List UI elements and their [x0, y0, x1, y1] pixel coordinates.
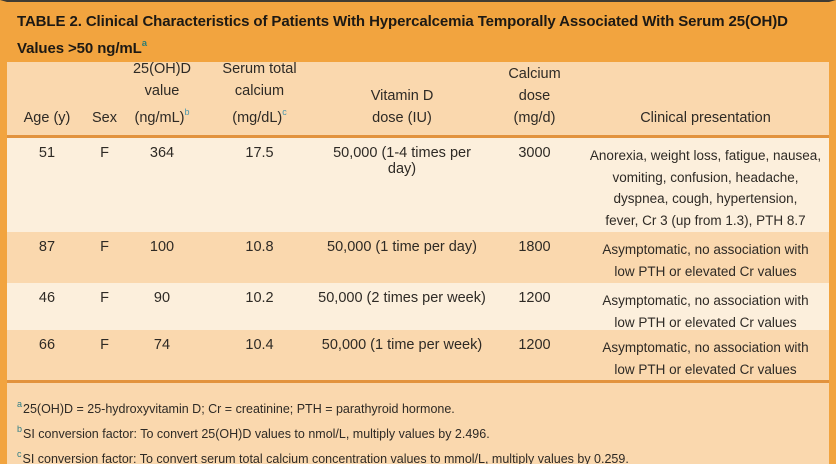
cell-vitamin-d-dose: 50,000 (1 time per day)	[327, 239, 477, 255]
cell-clinical-presentation: Asymptomatic, no association with low PT…	[582, 239, 829, 283]
header-dvalue-line3: (ng/mL)b	[122, 102, 202, 129]
footnote-b-text: SI conversion factor: To convert 25(OH)D…	[23, 427, 490, 442]
table-title-band: TABLE 2. Clinical Characteristics of Pat…	[7, 2, 829, 62]
footnote-c-text: SI conversion factor: To convert serum t…	[22, 452, 629, 464]
cell-calcium-dose: 3000	[518, 145, 551, 161]
cell-25ohd-value: 74	[153, 337, 171, 353]
presentation-line: Asymptomatic, no association with	[602, 293, 809, 308]
header-age-label: Age (y)	[23, 110, 71, 126]
header-serum-footnote-marker: c	[282, 107, 287, 118]
presentation-line: vomiting, confusion, headache,	[612, 169, 799, 185]
header-presentation-label: Clinical presentation	[640, 110, 771, 126]
footnote-b: bSI conversion factor: To convert 25(OH)…	[17, 420, 819, 445]
cell-clinical-presentation: Asymptomatic, no association with low PT…	[582, 290, 829, 330]
cell-age: 66	[38, 337, 56, 353]
table-row-patient-2: 87 F 100 10.8 50,000 (1 time per day) 18…	[7, 232, 829, 283]
cell-clinical-presentation: Anorexia, weight loss, fatigue, nausea, …	[582, 145, 829, 232]
header-dvalue-line1: 25(OH)D	[132, 61, 191, 78]
header-dvalue-unit: (ng/mL)	[134, 110, 185, 126]
cell-vitamin-d-dose: 50,000 (2 times per week)	[318, 290, 486, 306]
column-header-serum-calcium: Serum total calcium (mg/dL)c	[202, 58, 317, 129]
table-header-row: Age (y) Sex 25(OH)D value (ng/mL)b Serum…	[7, 61, 829, 138]
cell-25ohd-value: 100	[149, 239, 175, 255]
header-serum-line2: calcium	[234, 83, 285, 100]
header-dvalue-footnote-marker: b	[184, 107, 190, 118]
cell-calcium-dose: 1200	[518, 337, 551, 353]
cell-sex: F	[100, 290, 109, 306]
header-sex-label: Sex	[92, 110, 117, 126]
table-row-patient-3: 46 F 90 10.2 50,000 (2 times per week) 1…	[7, 283, 829, 330]
table-footnotes: a25(OH)D = 25-hydroxyvitamin D; Cr = cre…	[7, 380, 829, 464]
presentation-line: Asymptomatic, no association with	[602, 242, 809, 257]
header-dvalue-line2: value	[144, 83, 180, 100]
column-header-vitamin-d-dose: Vitamin D dose (IU)	[317, 85, 487, 129]
table-row-patient-1: 51 F 364 17.5 50,000 (1-4 times per day)…	[7, 138, 829, 232]
footnote-b-marker: b	[17, 424, 23, 435]
title-footnote-marker: a	[141, 38, 147, 49]
cell-age: 87	[38, 239, 56, 255]
header-vitd-line1: Vitamin D	[370, 88, 434, 104]
cell-age: 46	[38, 290, 56, 306]
presentation-line: low PTH or elevated Cr values	[614, 361, 797, 377]
presentation-line: low PTH or elevated Cr values	[614, 263, 797, 279]
header-vitd-line2: dose (IU)	[372, 110, 432, 126]
header-serum-unit: (mg/dL)	[232, 110, 283, 126]
cell-calcium-dose: 1800	[518, 239, 551, 255]
column-header-calcium-dose: Calcium dose (mg/d)	[487, 63, 582, 129]
footnote-c-marker: c	[17, 449, 22, 460]
cell-sex: F	[100, 239, 109, 255]
header-cadose-line3: (mg/d)	[513, 110, 556, 126]
footnote-a-text: 25(OH)D = 25-hydroxyvitamin D; Cr = crea…	[23, 402, 455, 417]
table-title-line1: TABLE 2. Clinical Characteristics of Pat…	[17, 13, 788, 30]
footnote-a-marker: a	[17, 399, 23, 409]
header-cadose-line2: dose	[518, 88, 551, 104]
presentation-line: fever, Cr 3 (up from 1.3), PTH 8.7	[605, 212, 806, 228]
header-serum-line3: (mg/dL)c	[202, 102, 317, 129]
cell-25ohd-value: 90	[153, 290, 171, 306]
cell-calcium-dose: 1200	[518, 290, 551, 306]
footnote-c: cSI conversion factor: To convert serum …	[17, 445, 819, 464]
column-header-clinical-presentation: Clinical presentation	[582, 107, 829, 129]
presentation-line: Asymptomatic, no association with	[602, 340, 809, 355]
cell-25ohd-value: 364	[149, 145, 175, 161]
cell-serum-calcium: 10.8	[245, 239, 274, 255]
header-serum-line1: Serum total	[222, 61, 297, 78]
presentation-line: dyspnea, cough, hypertension,	[613, 191, 798, 206]
cell-vitamin-d-dose: 50,000 (1 time per week)	[321, 337, 483, 353]
cell-age: 51	[38, 145, 56, 161]
table-row-patient-4: 66 F 74 10.4 50,000 (1 time per week) 12…	[7, 330, 829, 380]
column-header-sex: Sex	[87, 107, 122, 129]
footnote-a: a25(OH)D = 25-hydroxyvitamin D; Cr = cre…	[17, 395, 819, 420]
cell-vitamin-d-dose: 50,000 (1-4 times per day)	[333, 145, 471, 177]
presentation-line: Anorexia, weight loss, fatigue, nausea,	[589, 148, 822, 163]
cell-serum-calcium: 10.4	[245, 337, 274, 353]
cell-serum-calcium: 10.2	[245, 290, 274, 306]
column-header-age: Age (y)	[7, 107, 87, 129]
cell-sex: F	[100, 145, 109, 161]
cell-clinical-presentation: Asymptomatic, no association with low PT…	[582, 337, 829, 380]
table-title-line2: Values >50 ng/mL	[17, 40, 142, 57]
presentation-line: low PTH or elevated Cr values	[614, 314, 797, 330]
header-cadose-line1: Calcium	[508, 66, 561, 82]
column-header-25ohd-value: 25(OH)D value (ng/mL)b	[122, 58, 202, 129]
cell-sex: F	[100, 337, 109, 353]
cell-serum-calcium: 17.5	[245, 145, 274, 161]
